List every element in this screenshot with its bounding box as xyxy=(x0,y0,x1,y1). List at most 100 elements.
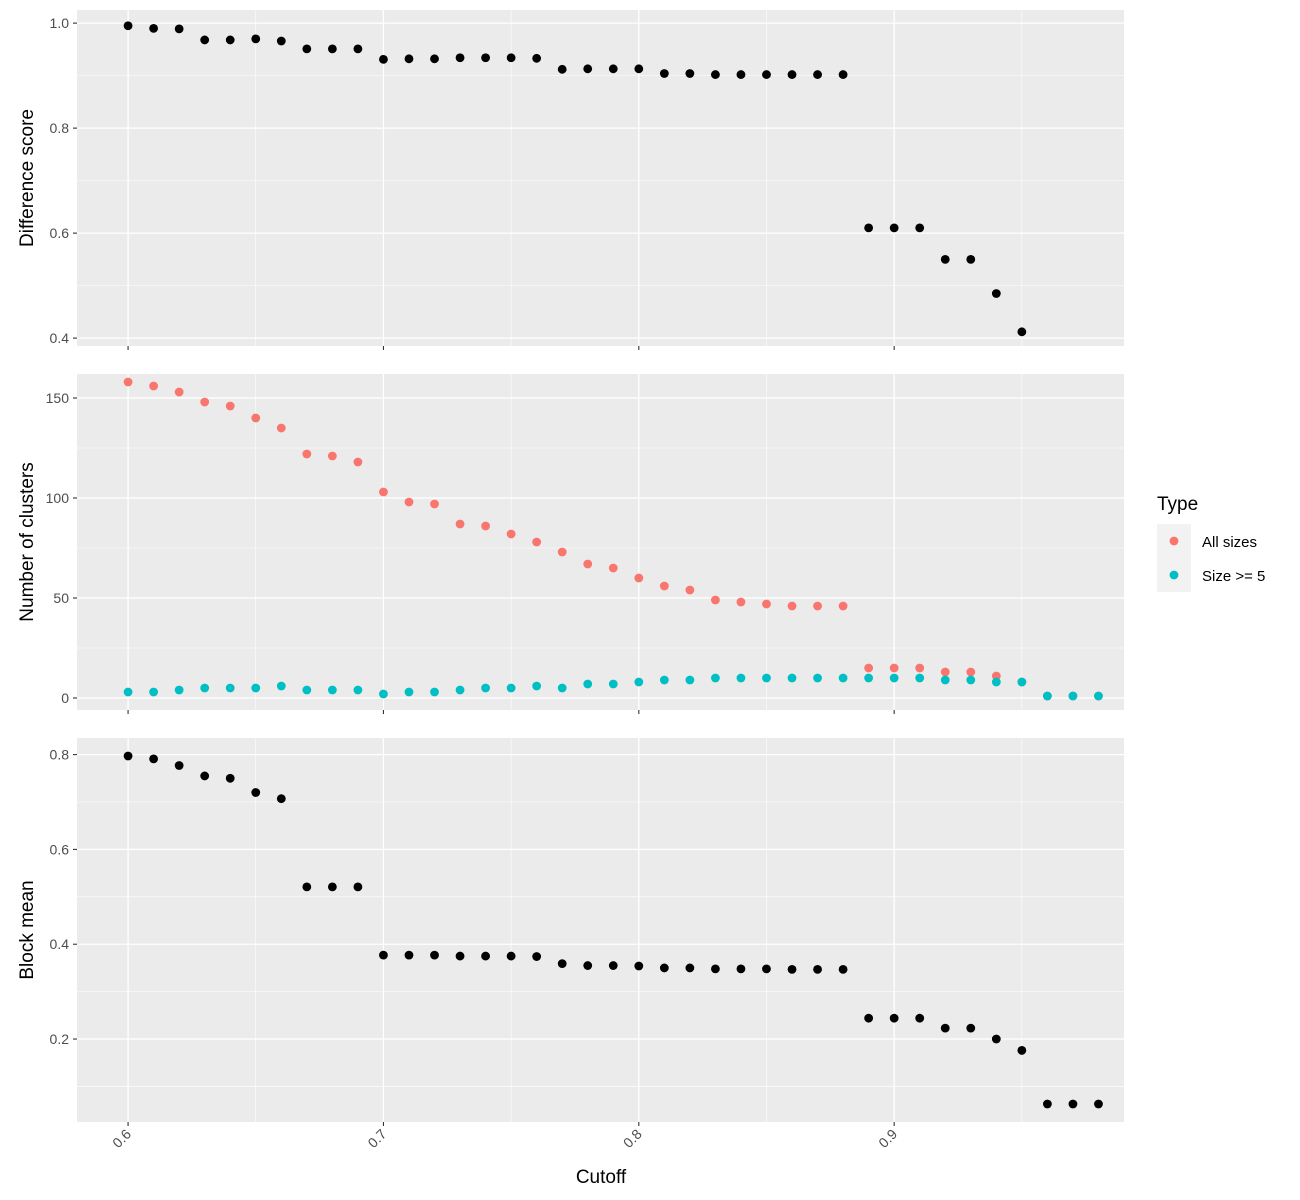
data-point xyxy=(915,663,925,673)
data-point xyxy=(634,573,644,583)
data-point xyxy=(481,53,490,63)
data-point xyxy=(481,951,490,961)
data-point xyxy=(685,675,695,685)
data-point xyxy=(813,601,822,611)
data-point xyxy=(1042,1099,1052,1109)
data-point xyxy=(379,950,388,960)
data-point xyxy=(123,687,133,697)
y-tick-label: 0.6 xyxy=(50,841,70,857)
y-axis-title-block-mean: Block mean xyxy=(17,880,38,979)
data-point xyxy=(532,952,542,961)
data-point xyxy=(404,54,414,64)
data-point xyxy=(583,64,593,74)
data-point xyxy=(608,961,618,970)
data-point xyxy=(1094,691,1103,701)
data-point xyxy=(200,397,210,407)
legend-title: Type xyxy=(1157,494,1198,515)
data-point xyxy=(864,663,874,673)
y-tick-label: 0.4 xyxy=(50,330,70,346)
data-point xyxy=(404,687,414,697)
data-point xyxy=(174,387,184,397)
y-tick-label: 0.8 xyxy=(50,120,70,136)
data-point xyxy=(557,64,567,74)
data-point xyxy=(200,771,210,781)
data-point xyxy=(302,44,312,54)
data-point xyxy=(685,69,695,78)
series-all-sizes xyxy=(123,377,1103,701)
legend-label-all-sizes: All sizes xyxy=(1202,534,1257,551)
data-point xyxy=(762,964,771,974)
data-point xyxy=(915,223,925,233)
data-point xyxy=(762,70,771,79)
data-point xyxy=(762,599,771,609)
data-point xyxy=(838,601,848,611)
data-point xyxy=(379,54,388,64)
panel-background xyxy=(77,374,1124,710)
data-point xyxy=(557,547,567,557)
data-point xyxy=(711,70,720,79)
panel-background xyxy=(77,10,1124,346)
data-point xyxy=(455,519,465,529)
data-point xyxy=(608,563,618,573)
x-tick-label: 0.7 xyxy=(364,1126,389,1151)
data-point xyxy=(940,667,950,677)
data-point xyxy=(634,677,644,687)
data-point xyxy=(659,963,669,973)
data-point xyxy=(915,673,925,683)
data-point xyxy=(532,537,542,547)
data-point xyxy=(659,69,669,78)
data-point xyxy=(634,64,644,74)
data-point xyxy=(430,950,439,960)
data-point xyxy=(864,1013,874,1023)
data-point xyxy=(455,53,465,63)
x-tick-labels: 0.6 0.7 0.8 0.9 xyxy=(109,1126,900,1151)
data-point xyxy=(327,685,337,695)
data-point xyxy=(251,683,261,693)
data-point xyxy=(149,754,159,764)
data-point xyxy=(940,254,950,264)
data-point xyxy=(813,673,822,683)
data-point xyxy=(225,35,235,45)
data-point xyxy=(1017,1046,1027,1055)
data-point xyxy=(302,882,312,892)
data-point xyxy=(506,529,516,539)
data-point xyxy=(940,675,950,685)
data-point xyxy=(200,683,210,693)
data-point xyxy=(608,679,618,689)
data-point xyxy=(430,687,439,697)
data-point xyxy=(1094,1099,1103,1109)
data-point xyxy=(736,70,746,79)
y-tick-label: 0.2 xyxy=(50,1031,70,1047)
data-point xyxy=(1068,691,1078,701)
data-point xyxy=(455,685,465,695)
y-tick-label: 50 xyxy=(53,590,69,606)
panel-number-of-clusters: 0 50 100 150 Number of clusters xyxy=(17,374,1124,714)
data-point xyxy=(353,685,363,695)
data-point xyxy=(327,882,337,892)
data-point xyxy=(583,679,593,689)
data-point xyxy=(991,1034,1001,1044)
data-point xyxy=(251,34,261,44)
data-point xyxy=(889,1013,899,1023)
data-point xyxy=(762,673,771,683)
data-point xyxy=(787,673,797,683)
data-point xyxy=(225,683,235,693)
data-point xyxy=(711,673,720,683)
x-axis-title: Cutoff xyxy=(576,1167,627,1188)
data-point xyxy=(353,457,363,467)
data-point xyxy=(149,381,159,391)
x-tick-label: 0.6 xyxy=(109,1126,134,1151)
data-point xyxy=(736,964,746,974)
data-point xyxy=(1017,327,1027,337)
data-point xyxy=(787,964,797,974)
y-tick-label: 0 xyxy=(61,690,69,706)
data-point xyxy=(864,223,874,233)
panel-background xyxy=(77,738,1124,1122)
data-point xyxy=(838,964,848,974)
data-point xyxy=(225,773,235,783)
data-point xyxy=(276,681,286,691)
x-tick-label: 0.8 xyxy=(620,1126,645,1151)
panel-difference-score: 0.4 0.6 0.8 1.0 Difference score xyxy=(17,10,1124,350)
data-point xyxy=(889,663,899,673)
y-tick-label: 150 xyxy=(46,390,70,406)
